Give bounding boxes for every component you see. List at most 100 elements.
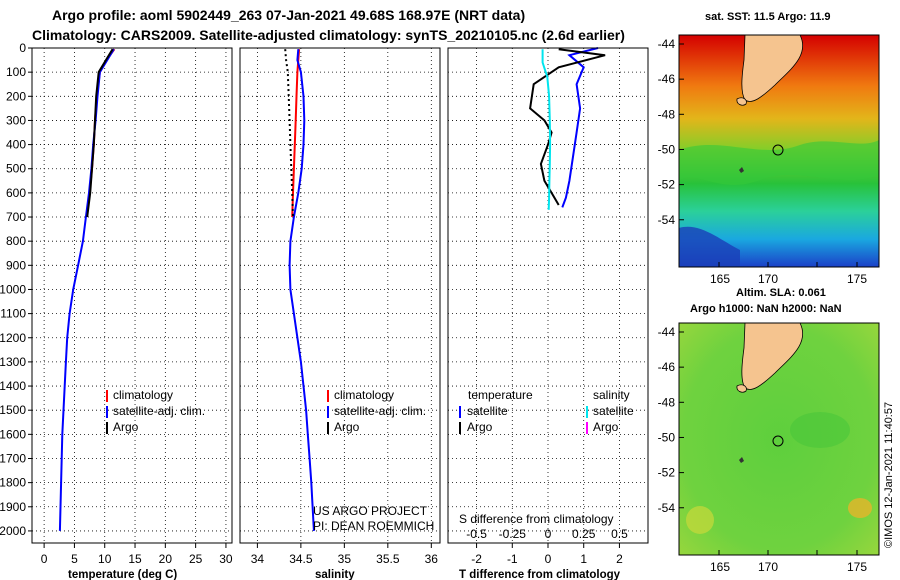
sst-front-ripple [679,140,879,185]
series-line-salinity-satellite [541,49,552,210]
y-tick-label: 1500 [0,403,26,417]
s-tick-label: 0 [545,527,552,541]
difference-series [529,47,606,210]
salinity-axis-ticks: 34 34.5 35 35.5 36 [251,543,439,566]
temperature-legend: climatology satellite-adj. clim. Argo [106,388,205,434]
lat-tick-label: -44 [658,325,676,339]
project-credit: US ARGO PROJECT [313,504,428,518]
sla-map: Altim. SLA: 0.061 Argo h1000: NaN h2000:… [658,287,880,574]
series-line-temperature-argo [529,48,606,206]
lat-tick-label: -46 [658,72,676,86]
lon-tick-label: 165 [710,272,730,286]
lon-tick-label: 170 [758,272,778,286]
difference-panel: -2 -1 0 1 2 -0.5 -0.25 0 0.25 0.5 S difference f… [447,47,649,580]
y-tick-label: 400 [6,138,26,152]
series-line-temperature-satellite [561,47,599,208]
depth-axis-ticks: 0 100 200 300 400 500 600 700 800 900 1000 1100 1200… [0,41,32,538]
sla-map-title-line2: Argo h1000: NaN h2000: NaN [690,303,842,315]
lat-tick-label: -52 [658,178,676,192]
y-tick-label: 1400 [0,379,26,393]
legend-header-temperature: temperature [468,388,533,402]
auckland-islands-land [739,457,744,463]
legend-label-satellite: satellite-adj. clim. [334,404,426,418]
lat-tick-label: -52 [658,466,676,480]
y-tick-label: 200 [6,89,26,103]
y-tick-label: 300 [6,113,26,127]
stewart-island-land [736,384,747,393]
difference-grid [448,47,648,543]
lat-tick-label: -48 [658,395,676,409]
sla-map-frame [678,322,880,556]
sla-high-patch-2 [686,506,714,534]
x-tick-label: 25 [189,552,203,566]
lat-tick-label: -54 [658,501,676,515]
series-line-argo [284,49,294,218]
stewart-island-land [736,97,747,106]
series-line-argo [86,48,114,218]
south-island-land [741,322,804,390]
sla-low-patch [790,412,850,448]
y-tick-label: 1000 [0,282,26,296]
salinity-panel-frame [239,47,441,544]
temperature-axis-title: temperature (deg C) [68,569,177,580]
sst-map-lat-ticks: -44 -46 -48 -50 -52 -54 [658,37,684,227]
salinity-series [284,49,315,531]
sst-cold-patch [679,226,740,267]
x-tick-label: 0 [41,552,48,566]
series-line-satellite-adj-clim- [288,49,315,531]
sla-high-patch [848,498,872,518]
y-tick-label: 800 [6,234,26,248]
argo-float-marker [772,435,784,447]
lat-tick-label: -50 [658,142,676,156]
y-tick-label: 1900 [0,500,26,514]
salinity-legend: climatology satellite-adj. clim. Argo [327,388,426,434]
s-tick-label: 0.25 [572,527,596,541]
temperature-grid [32,47,232,543]
figure-title-line1: Argo profile: aoml 5902449_263 07-Jan-20… [52,7,525,23]
pi-credit: PI: DEAN ROEMMICH [313,519,434,533]
s-tick-label: -0.25 [499,527,527,541]
legend-header-salinity: salinity [593,388,630,402]
sst-map-lon-ticks: 165 170 175 [710,262,867,286]
x-tick-label: 35.5 [376,552,400,566]
y-tick-label: 1100 [0,307,26,321]
legend-label-argo: Argo [334,420,360,434]
y-tick-label: 1700 [0,451,26,465]
series-line-satellite-adj-clim- [58,48,115,531]
x-tick-label: 34 [251,552,265,566]
x-tick-label: -1 [507,552,518,566]
legend-label-temp-satellite: satellite [467,404,508,418]
x-tick-label: 35 [338,552,352,566]
y-tick-label: 1200 [0,331,26,345]
y-tick-label: 1300 [0,355,26,369]
sst-map-title: sat. SST: 11.5 Argo: 11.9 [705,11,831,23]
y-tick-label: 100 [6,65,26,79]
t-difference-axis-ticks: -2 -1 0 1 2 [471,543,623,566]
y-tick-label: 600 [6,186,26,200]
x-tick-label: 2 [616,552,623,566]
x-tick-label: 34.5 [289,552,313,566]
temperature-panel: 0100200300400500600700800900100011001200… [0,41,233,580]
legend-label-satellite: satellite-adj. clim. [113,404,205,418]
y-tick-label: 1800 [0,476,26,490]
s-tick-label: -0.5 [466,527,487,541]
lon-tick-label: 170 [758,560,778,574]
x-tick-label: 36 [425,552,439,566]
salinity-grid [240,47,440,543]
legend-label-sal-satellite: satellite [593,404,634,418]
y-tick-label: 700 [6,210,26,224]
y-tick-label: 500 [6,162,26,176]
x-tick-label: 10 [98,552,112,566]
y-tick-label: 2000 [0,524,26,538]
argo-float-marker [772,144,784,156]
sst-map: sat. SST: 11.5 Argo: 11.9 -44 -46 -48 -50 -5… [658,11,880,286]
salinity-panel: 34 34.5 35 35.5 36 salinity climatology sate… [239,47,441,580]
sst-map-frame [678,34,880,268]
legend-label-climatology: climatology [334,388,394,402]
temperature-panel-frame [31,47,233,544]
y-tick-label: 1600 [0,427,26,441]
salinity-axis-title: salinity [315,569,355,580]
x-tick-label: 1 [580,552,587,566]
x-tick-label: -2 [471,552,482,566]
